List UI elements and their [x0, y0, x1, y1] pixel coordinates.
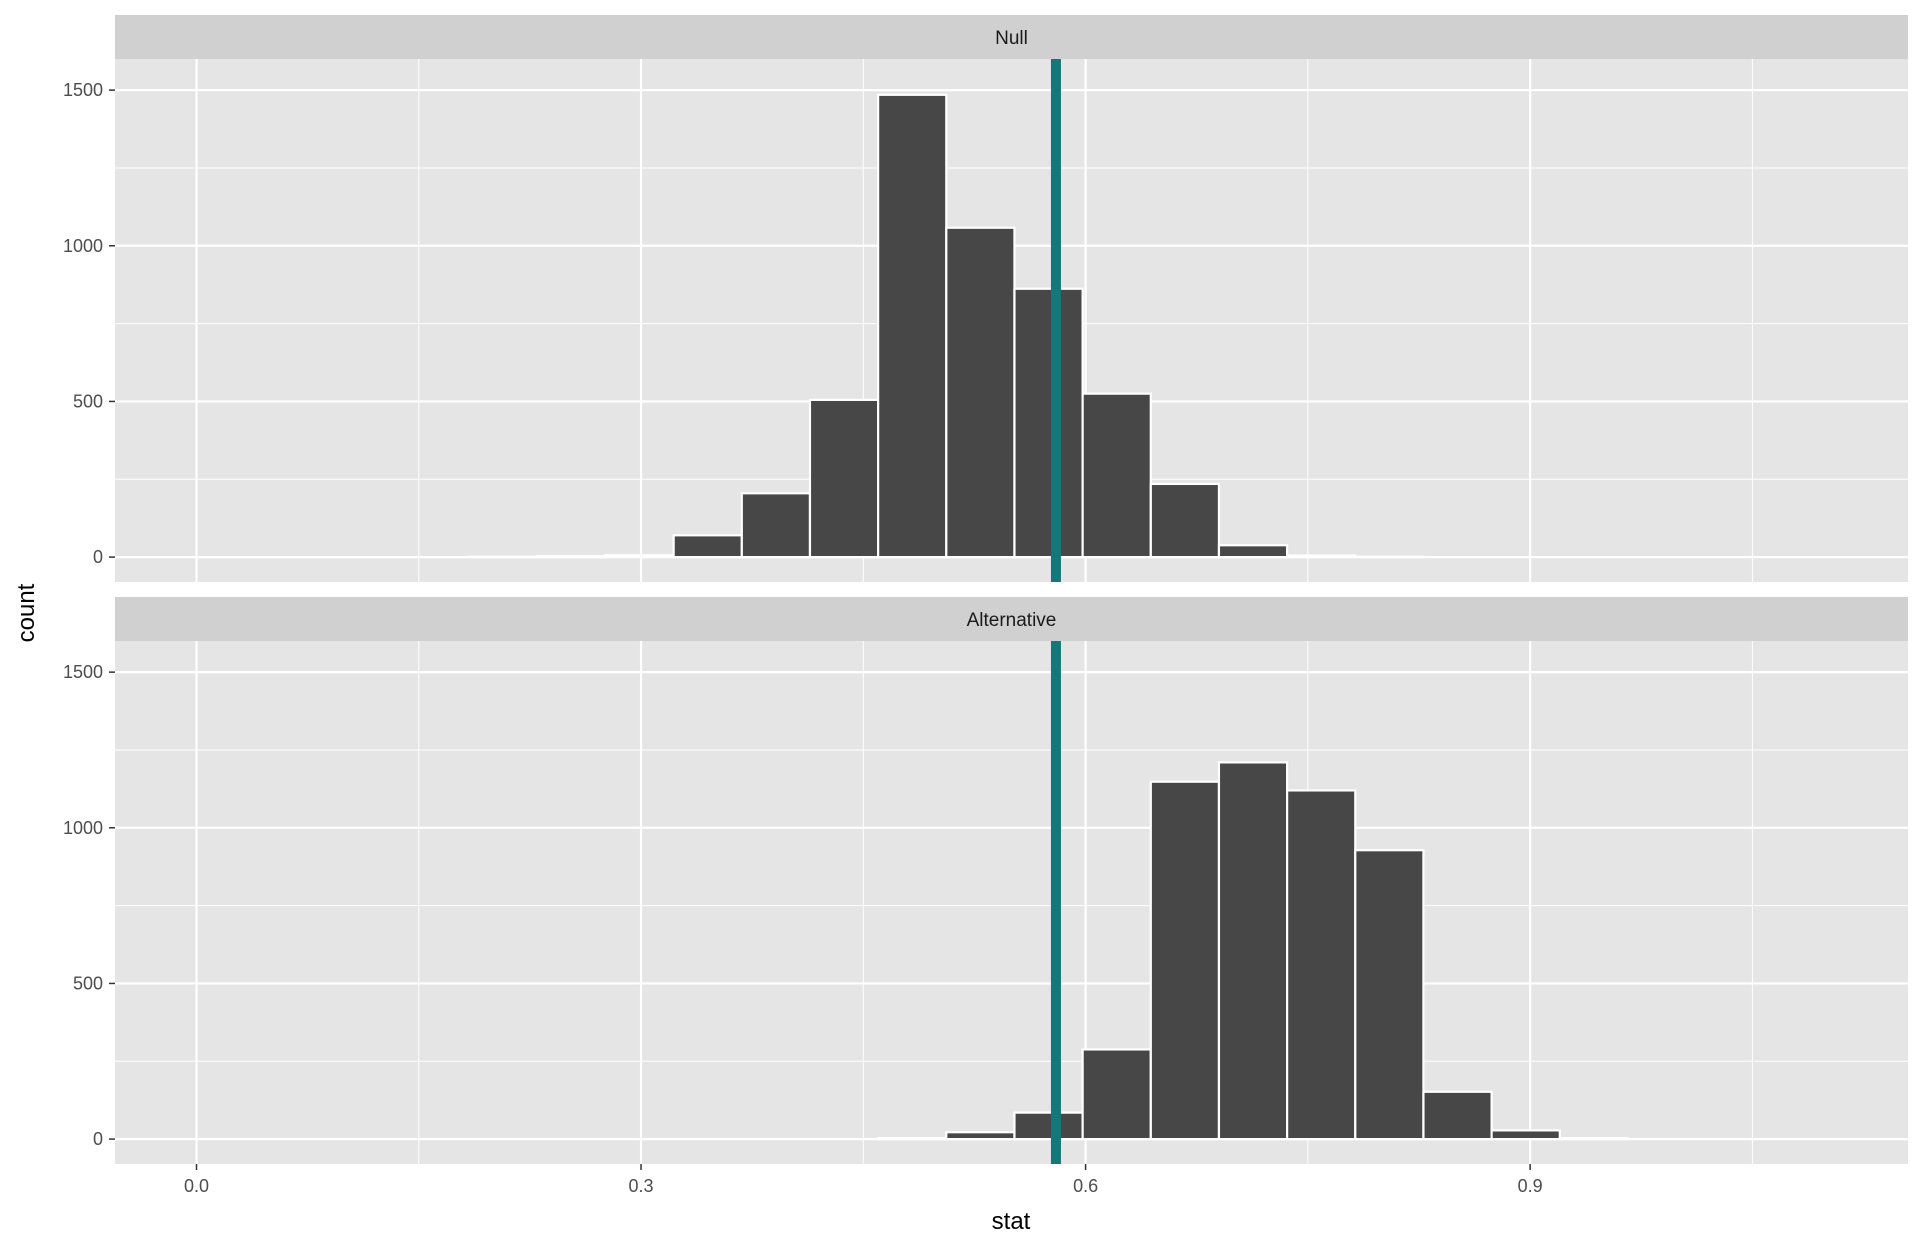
panel-background [115, 641, 1908, 1164]
x-tick-label: 0.0 [184, 1176, 209, 1196]
x-tick-label: 0.6 [1073, 1176, 1098, 1196]
facet-strip-label: Alternative [967, 610, 1057, 631]
histogram-bar [1490, 1129, 1561, 1141]
histogram-bar [877, 1137, 948, 1141]
facet-panel-alternative: Alternative 0 500 1000 1500 [63, 597, 1908, 1164]
histogram-bar [1286, 789, 1357, 1141]
histogram-bar [1217, 544, 1289, 559]
histogram-bar [1013, 1111, 1084, 1141]
x-tick-label: 0.3 [629, 1176, 654, 1196]
facet-panels: Null 0 500 1000 1500 Alternative 0 500 1000 1500 [63, 15, 1908, 1164]
facet-strip [115, 15, 1908, 59]
histogram-bar [1149, 780, 1221, 1141]
x-axis-title: stat [992, 1208, 1031, 1235]
y-tick-label: 500 [73, 973, 103, 993]
histogram-bar [1149, 482, 1221, 559]
histogram-bar [672, 534, 743, 559]
y-tick-label: 500 [73, 391, 103, 411]
histogram-bar [1558, 1137, 1630, 1141]
y-tick-label: 1000 [63, 236, 103, 256]
histogram-bar [1286, 554, 1357, 559]
histogram-bar [1081, 392, 1152, 559]
histogram-bar [945, 226, 1016, 559]
histogram-bar [740, 492, 812, 559]
y-tick-label: 1000 [63, 818, 103, 838]
x-tick-label: 0.9 [1518, 1176, 1543, 1196]
histogram-bar [604, 554, 675, 559]
histogram-bar [1081, 1048, 1152, 1141]
y-tick-label: 0 [93, 1129, 103, 1149]
histogram-bar [945, 1131, 1016, 1141]
y-tick-label: 0 [93, 547, 103, 567]
histogram-bar [1013, 287, 1084, 559]
histogram-bar [1217, 761, 1289, 1141]
x-axis: 0.0 0.3 0.6 0.9 [184, 1164, 1543, 1196]
histogram-bar [536, 555, 607, 559]
facet-panel-null: Null 0 500 1000 1500 [63, 15, 1908, 582]
histogram-bar [877, 93, 948, 559]
histogram-bar [1422, 1090, 1493, 1141]
y-tick-label: 1500 [63, 662, 103, 682]
facet-strip [115, 597, 1908, 641]
histogram-bar [808, 398, 880, 559]
histogram-bar [1354, 849, 1425, 1141]
y-axis-title: count [13, 583, 40, 642]
facet-strip-label: Null [995, 28, 1028, 49]
y-tick-label: 1500 [63, 80, 103, 100]
